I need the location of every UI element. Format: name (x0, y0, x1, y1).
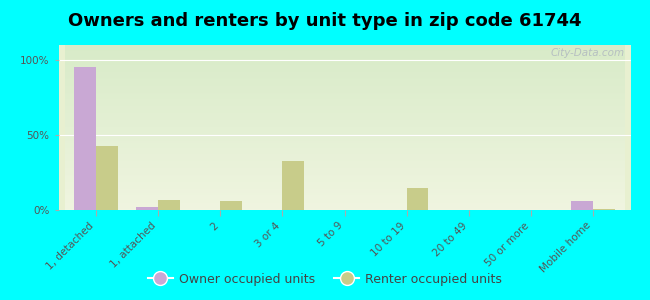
Bar (74, 68, 96, 210)
Bar (282, 160, 304, 210)
Bar (158, 200, 180, 210)
Legend: Owner occupied units, Renter occupied units: Owner occupied units, Renter occupied un… (143, 268, 507, 291)
Text: Owners and renters by unit type in zip code 61744: Owners and renters by unit type in zip c… (68, 12, 582, 30)
Bar (571, 201, 593, 210)
Bar (136, 207, 158, 210)
Bar (220, 201, 242, 210)
Bar (407, 188, 428, 210)
Bar (96, 146, 118, 210)
Bar (593, 208, 615, 210)
Text: City-Data.com: City-Data.com (551, 48, 625, 58)
